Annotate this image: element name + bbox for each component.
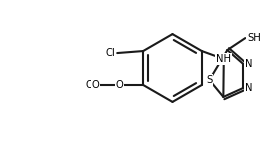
Text: O: O <box>115 80 123 90</box>
Text: Cl: Cl <box>106 48 115 58</box>
Text: NH: NH <box>216 54 231 64</box>
Text: S: S <box>206 75 213 85</box>
Text: N: N <box>245 83 253 93</box>
Text: O: O <box>91 80 99 90</box>
Text: O: O <box>86 80 93 90</box>
Text: SH: SH <box>247 33 261 43</box>
Text: N: N <box>245 59 253 69</box>
